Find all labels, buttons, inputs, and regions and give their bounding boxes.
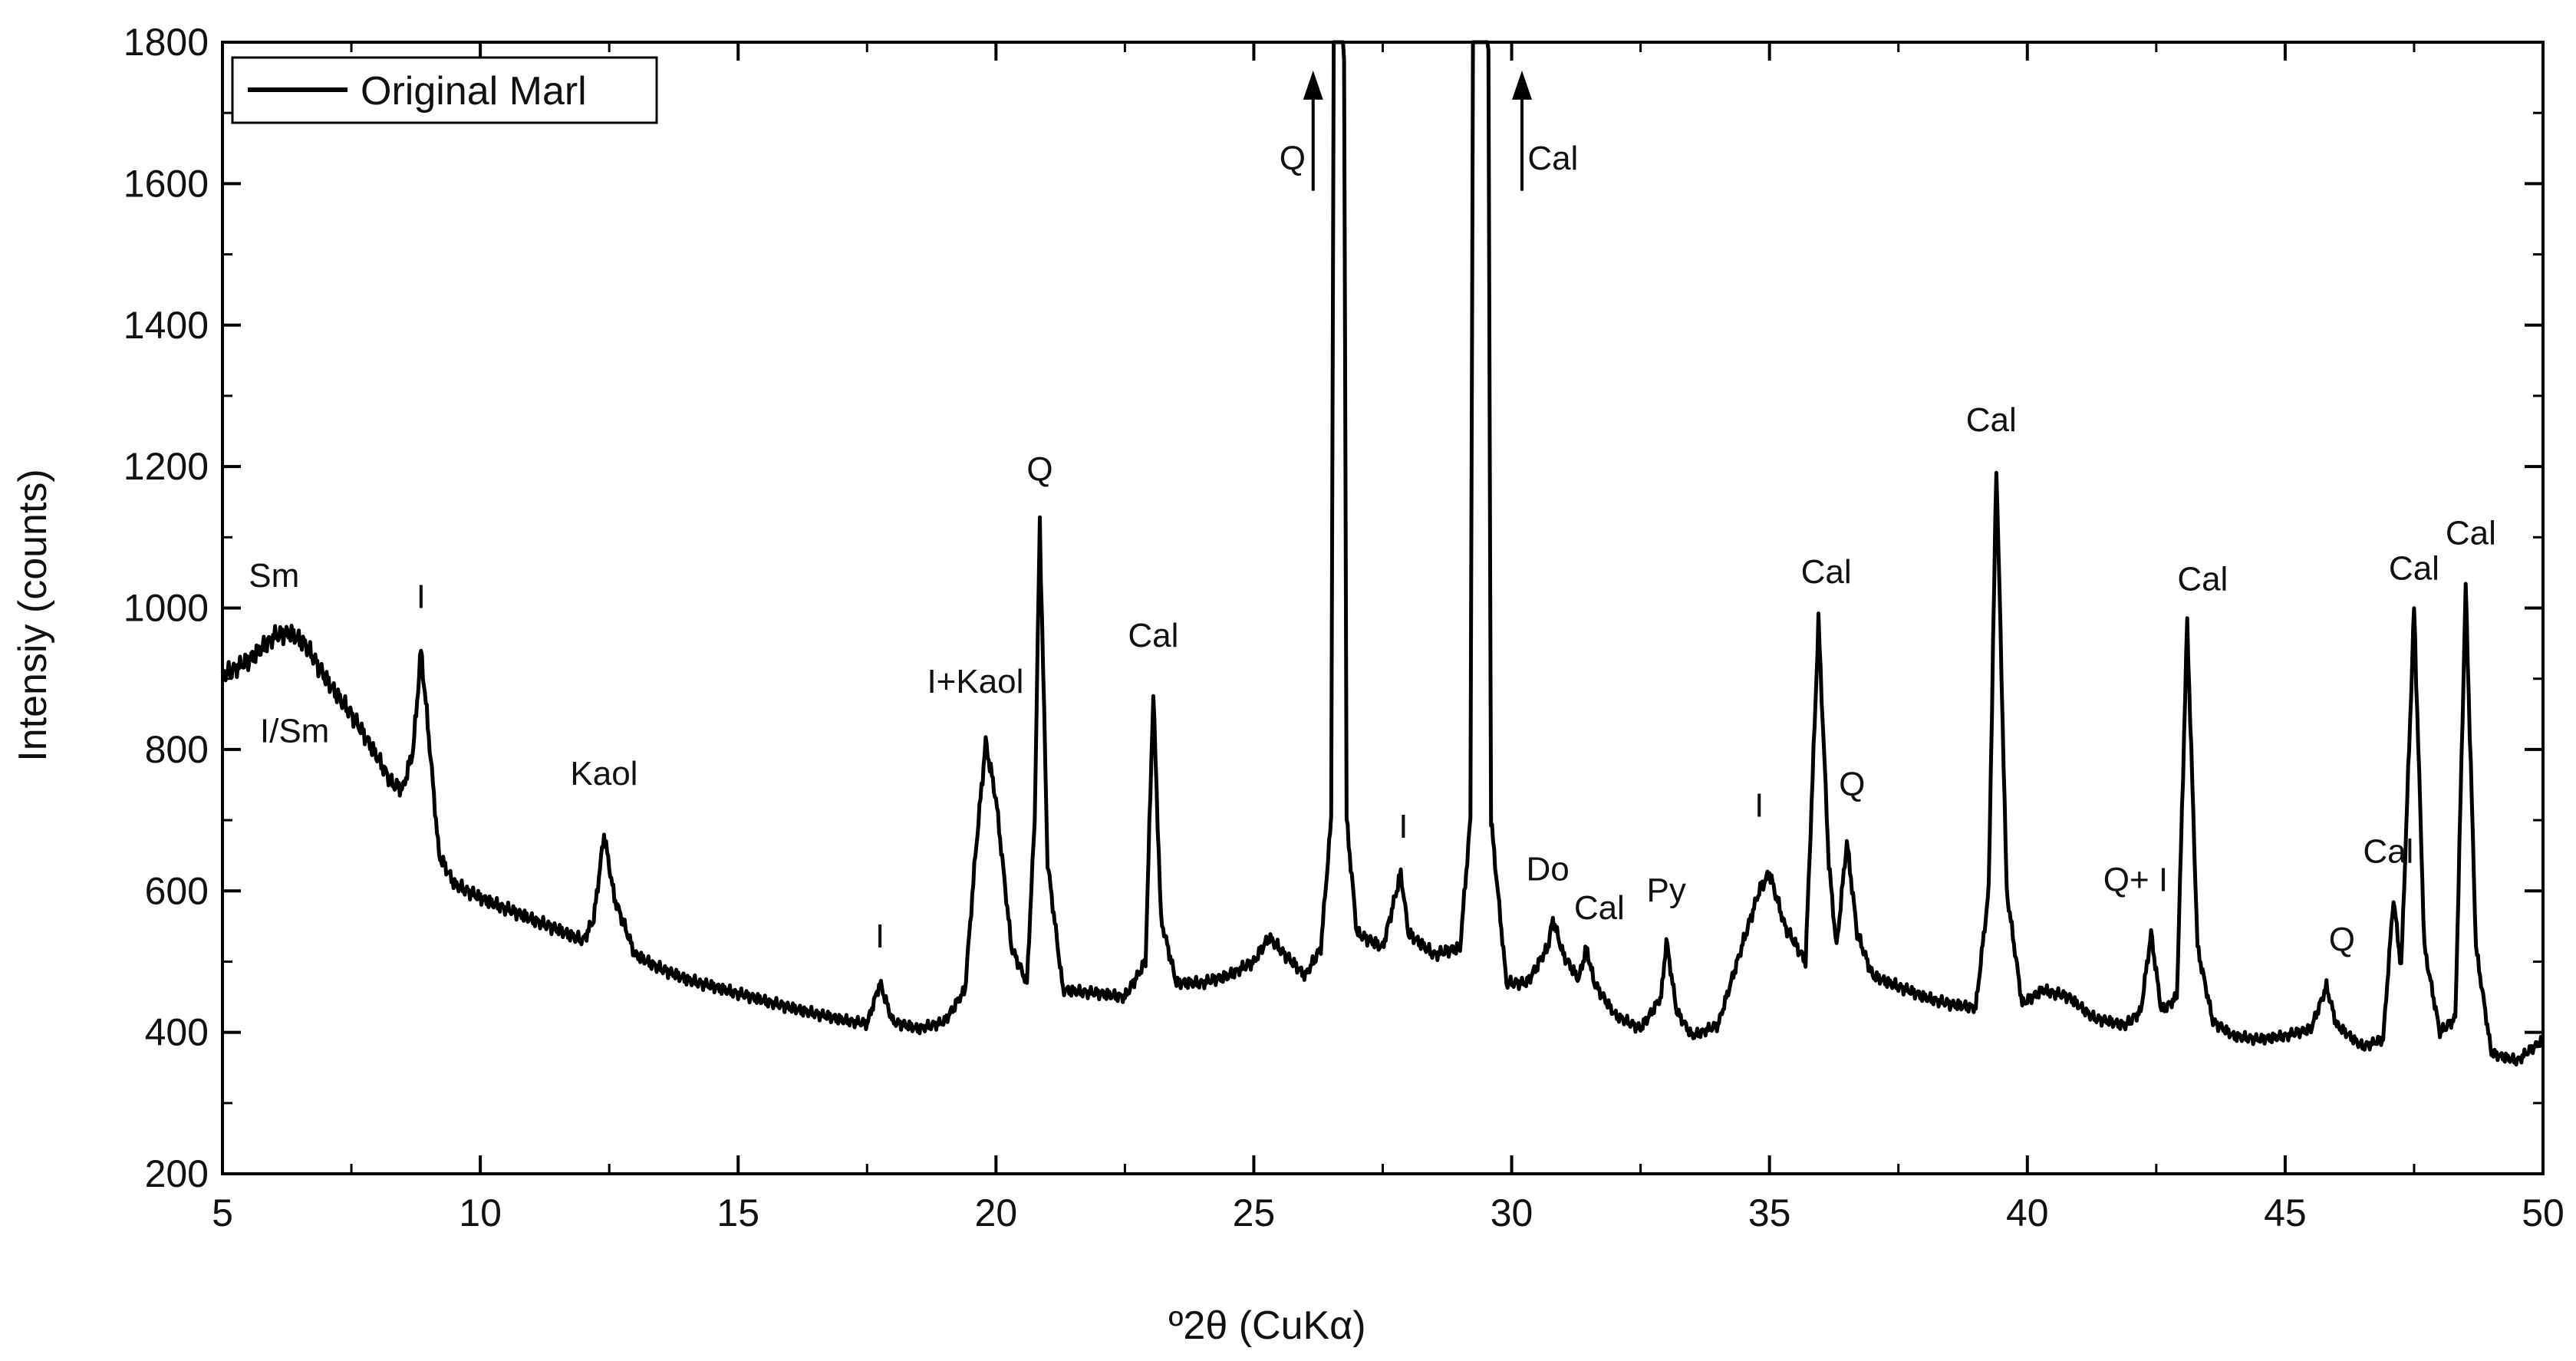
x-tick-label: 40 bbox=[2006, 1191, 2049, 1234]
legend: Original Marl bbox=[231, 56, 658, 124]
peak-label: Cal bbox=[1128, 617, 1178, 654]
peak-label: I bbox=[1398, 808, 1408, 845]
arrow-head bbox=[1512, 70, 1532, 100]
x-tick-label: 25 bbox=[1233, 1191, 1276, 1234]
x-tick-label: 30 bbox=[1491, 1191, 1533, 1234]
peak-label: Cal bbox=[2177, 560, 2228, 598]
peak-label: Q bbox=[1280, 140, 1306, 177]
peak-label: Q bbox=[1026, 451, 1052, 489]
plot-frame bbox=[221, 41, 2545, 1175]
x-axis-label: º2θ (CuKα) bbox=[1168, 1303, 1365, 1348]
x-tick-label: 45 bbox=[2264, 1191, 2307, 1234]
peak-label: Do bbox=[1526, 850, 1569, 888]
y-tick-label: 800 bbox=[145, 728, 209, 771]
peak-label: Cal bbox=[1574, 889, 1625, 927]
peak-label: Cal bbox=[1966, 401, 2017, 439]
legend-entry-label: Original Marl bbox=[361, 69, 587, 114]
peak-label: Py bbox=[1647, 872, 1686, 909]
x-tick-label: 50 bbox=[2522, 1191, 2564, 1234]
x-tick-label: 5 bbox=[212, 1191, 233, 1234]
y-tick-label: 600 bbox=[145, 869, 209, 912]
arrow-head bbox=[1303, 70, 1323, 100]
peak-label: Q bbox=[2329, 921, 2355, 959]
y-tick-label: 200 bbox=[145, 1152, 209, 1195]
y-tick-label: 400 bbox=[145, 1011, 209, 1054]
x-tick-label: 15 bbox=[716, 1191, 759, 1234]
y-tick-label: 1000 bbox=[124, 587, 209, 630]
peak-label: I bbox=[417, 578, 426, 616]
y-axis-label: Intensiy (counts) bbox=[11, 469, 55, 762]
y-tick-label: 1400 bbox=[124, 304, 209, 347]
y-tick-label: 1800 bbox=[124, 21, 209, 64]
peak-label: Cal bbox=[1801, 553, 1852, 591]
y-tick-label: 1600 bbox=[124, 162, 209, 205]
peak-label: Q bbox=[1839, 766, 1865, 803]
peak-label: Q+ I bbox=[2103, 861, 2168, 898]
peak-label: Cal bbox=[2446, 515, 2496, 552]
tick-labels: 5 10 15 20 25 30 35 40 45 50 200 400 600 800 1000 1200 1… bbox=[124, 21, 2564, 1234]
x-tick-label: 35 bbox=[1748, 1191, 1791, 1234]
peak-label: Cal bbox=[1527, 140, 1578, 177]
peak-label: Cal bbox=[2389, 550, 2439, 588]
x-tick-label: 20 bbox=[975, 1191, 1018, 1234]
peak-label: I+Kaol bbox=[927, 663, 1023, 700]
peak-label: Kaol bbox=[570, 755, 637, 793]
peak-label: I bbox=[1754, 786, 1764, 824]
peak-label: I/Sm bbox=[260, 713, 329, 750]
peak-label: Cal bbox=[2363, 832, 2413, 870]
x-tick-label: 10 bbox=[459, 1191, 502, 1234]
y-tick-label: 1200 bbox=[124, 445, 209, 488]
peak-label: Sm bbox=[249, 557, 299, 595]
series-line-original-marl bbox=[220, 40, 2545, 1067]
peak-label: I bbox=[875, 918, 884, 955]
